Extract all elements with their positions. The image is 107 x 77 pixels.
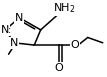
Text: O: O <box>54 63 63 73</box>
Text: N: N <box>10 38 18 48</box>
Text: N: N <box>15 13 23 23</box>
Text: N: N <box>1 25 10 35</box>
Text: O: O <box>71 40 79 50</box>
Text: :: : <box>7 25 11 35</box>
Text: NH$_2$: NH$_2$ <box>53 2 76 15</box>
